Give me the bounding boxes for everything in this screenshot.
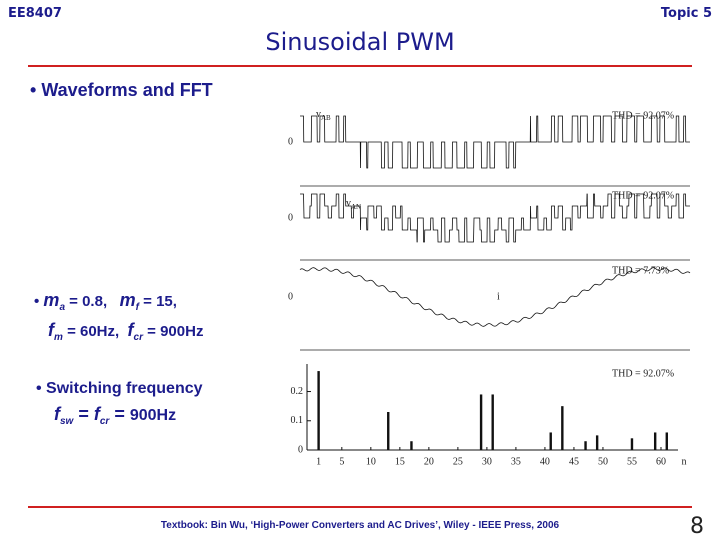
sym: f [48, 320, 54, 340]
x-tick-label: 10 [366, 456, 376, 467]
harmonic-bar [665, 432, 668, 450]
x-tick-label: 50 [598, 456, 608, 467]
label: vAB [316, 109, 331, 121]
x-tick-label: 30 [482, 456, 492, 467]
lbl: v [316, 109, 321, 120]
sym: f [54, 404, 60, 424]
bullet-text: Switching frequency [46, 380, 203, 397]
thd: THD = 7.73% [612, 265, 669, 276]
sub: cr [133, 332, 143, 343]
harmonic-bar [479, 394, 483, 450]
x-tick-label: 15 [395, 456, 405, 467]
label: vAN [346, 198, 361, 210]
sym: m [43, 290, 60, 310]
page-number: 8 [690, 514, 704, 539]
course-code: EE8407 [8, 6, 62, 21]
bullet-cont: fsw = fcr = 900Hz [54, 404, 176, 427]
slide-title: Sinusoidal PWM [265, 28, 455, 56]
sub: f [135, 302, 139, 313]
harmonic-bar [491, 394, 494, 450]
harmonic-bar [549, 432, 552, 450]
sym: f [127, 320, 134, 340]
x-tick-label: 1 [316, 456, 321, 467]
lbl: AB [321, 114, 331, 122]
zero: 0 [288, 212, 293, 223]
bullet-text: Waveforms and FFT [41, 80, 213, 100]
thd: THD = 92.07% [612, 368, 674, 379]
harmonic-bar [584, 441, 587, 450]
txt: = 15, [139, 293, 177, 310]
txt: = [73, 404, 94, 424]
footer: Textbook: Bin Wu, ‘High-Power Converters… [160, 520, 560, 531]
sym: f [93, 404, 100, 424]
harmonic-bar [317, 371, 320, 450]
sub: a [59, 302, 65, 313]
waveform [300, 193, 690, 243]
txt: = 0.8, [65, 293, 112, 310]
zero: 0 [288, 136, 293, 147]
zero: 0 [288, 291, 293, 302]
txt: = 60Hz, [62, 323, 124, 340]
x-tick-label: 40 [540, 456, 550, 467]
y-tick-label: 0.1 [291, 415, 304, 426]
x-tick-label: 25 [453, 456, 463, 467]
x-axis-label: n [682, 456, 687, 467]
sym: m [119, 290, 136, 310]
x-tick-label: 20 [424, 456, 434, 467]
lbl: AN [351, 203, 361, 211]
waveform [299, 267, 691, 327]
harmonic-bar [387, 412, 390, 450]
rule [28, 506, 692, 508]
harmonic-bar [410, 441, 413, 450]
x-tick-label: 55 [627, 456, 637, 467]
y-tick-label: 0.2 [291, 386, 304, 397]
label: i [497, 291, 500, 302]
bullet: • Waveforms and FFT [30, 80, 213, 100]
txt: 900Hz [129, 407, 177, 424]
bullet-cont: fm = 60Hz, fcr = 900Hz [48, 320, 203, 343]
x-tick-label: 5 [339, 456, 344, 467]
harmonic-bar [630, 438, 634, 450]
thd: THD = 92.07% [612, 190, 674, 201]
lbl: v [346, 198, 351, 209]
bullet: • ma = 0.8, mf = 15, [34, 290, 177, 313]
sub: sw [60, 416, 74, 428]
harmonic-bar [653, 432, 657, 450]
harmonic-bar [595, 435, 599, 450]
sub: cr [99, 416, 110, 428]
sub: m [54, 332, 63, 343]
x-tick-label: 45 [569, 456, 579, 467]
x-tick-label: 60 [656, 456, 666, 467]
topic: Topic 5 [660, 6, 712, 21]
x-tick-label: 35 [511, 456, 521, 467]
y-tick-label: 0 [298, 444, 303, 455]
txt: = 900Hz [142, 323, 204, 340]
txt: = [109, 404, 130, 424]
rule [28, 65, 692, 67]
harmonic-bar [561, 406, 564, 450]
waveform [300, 115, 690, 169]
bullet: • Switching frequency [36, 380, 203, 397]
